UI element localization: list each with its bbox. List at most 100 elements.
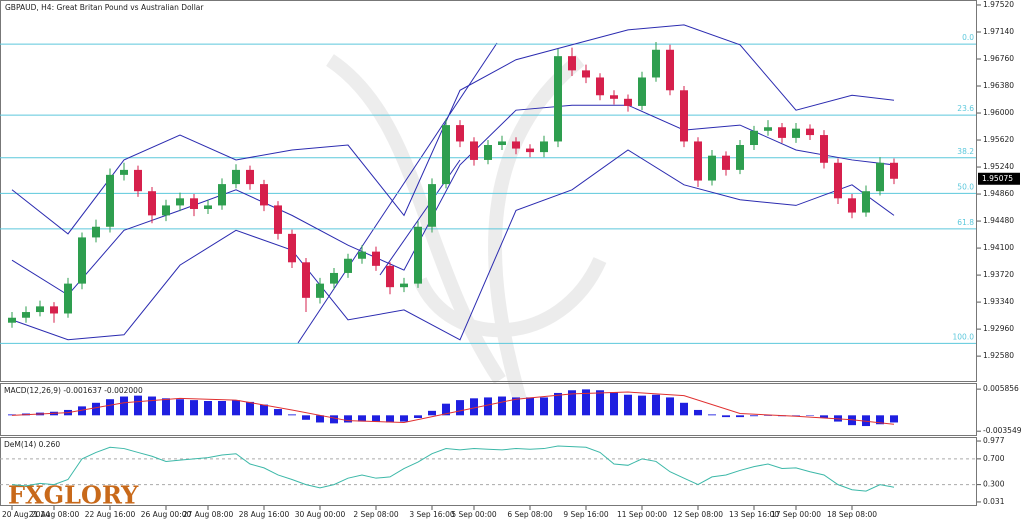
candle-body	[470, 141, 478, 160]
macd-bar	[750, 415, 758, 417]
macd-bar	[330, 415, 338, 424]
dem-line	[11, 445, 895, 492]
x-tick-label: 13 Sep 16:00	[729, 510, 779, 519]
main-frame	[0, 0, 977, 382]
candle-body	[176, 198, 184, 206]
candle-body	[484, 145, 492, 160]
fib-label: 23.6	[957, 104, 974, 113]
candle-body	[862, 191, 870, 213]
macd-bar	[134, 395, 142, 416]
candle-body	[400, 283, 408, 288]
candle-body	[582, 70, 590, 78]
price-tag-label: 1.95075	[982, 174, 1013, 183]
macd-bar	[400, 415, 408, 422]
x-tick-label: 21 Aug 08:00	[29, 510, 80, 519]
macd-bar	[666, 397, 674, 416]
dem-frame	[0, 437, 977, 506]
candle-body	[302, 262, 310, 298]
macd-label: MACD(12,26,9) -0.001637 -0.002000	[4, 386, 143, 395]
macd-bar	[638, 395, 646, 416]
y-tick-label: 1.93720	[983, 270, 1014, 279]
bollinger-lower	[11, 149, 895, 341]
fib-label: 100.0	[953, 332, 975, 341]
fib-label: 50.0	[957, 182, 974, 191]
macd-bar	[568, 390, 576, 416]
x-tick-label: 5 Sep 00:00	[451, 510, 497, 519]
macd-bar	[582, 389, 590, 416]
macd-bar	[624, 394, 632, 416]
macd-bar	[736, 415, 744, 418]
macd-bar	[358, 415, 366, 422]
x-tick-label: 22 Aug 16:00	[85, 510, 136, 519]
x-tick-label: 26 Aug 00:00	[141, 510, 192, 519]
candle-body	[456, 125, 464, 142]
candle-body	[778, 127, 786, 138]
macd-bar	[274, 409, 282, 416]
macd-bar	[610, 392, 618, 416]
chart-title: GBPAUD, H4: Great Britan Pound vs Austra…	[5, 3, 204, 12]
candle-body	[414, 226, 422, 284]
candle-body	[162, 205, 170, 216]
macd-bar	[540, 397, 548, 416]
y-tick-label: 1.96000	[983, 108, 1014, 117]
candle-body	[330, 272, 338, 284]
macd-bar	[862, 415, 870, 427]
macd-bar	[876, 415, 884, 425]
macd-bar	[456, 400, 464, 416]
macd-bar	[442, 403, 450, 416]
candle-body	[148, 191, 156, 216]
bollinger-middle	[11, 104, 895, 296]
x-tick-label: 6 Sep 08:00	[507, 510, 553, 519]
y-tick-label: 1.94100	[983, 243, 1014, 252]
candle-body	[792, 128, 800, 138]
y-tick-label: 0.700	[983, 454, 1005, 463]
y-tick-label: -0.003549	[983, 426, 1022, 435]
y-tick-label: 1.97520	[983, 0, 1014, 9]
macd-bar	[694, 409, 702, 416]
macd-bar	[344, 415, 352, 423]
x-tick-label: 17 Sep 00:00	[771, 510, 821, 519]
candle-body	[820, 135, 828, 163]
macd-bar	[204, 401, 212, 416]
candle-body	[36, 306, 44, 313]
candle-body	[596, 77, 604, 96]
candle-body	[722, 155, 730, 170]
macd-bar	[596, 390, 604, 416]
candle-body	[764, 127, 772, 131]
candle-body	[652, 49, 660, 78]
macd-bar	[288, 414, 296, 416]
macd-bar	[708, 414, 716, 416]
candle-body	[876, 162, 884, 192]
candle-body	[120, 169, 128, 175]
candle-body	[78, 237, 86, 284]
x-tick-label: 3 Sep 16:00	[409, 510, 455, 519]
macd-bar	[372, 415, 380, 422]
fib-label: 61.8	[957, 218, 974, 227]
fib-label: 0.0	[962, 33, 974, 42]
macd-bar	[414, 415, 422, 418]
candle-body	[680, 90, 688, 142]
y-tick-label: 1.92960	[983, 324, 1014, 333]
candle-body	[8, 317, 16, 323]
macd-bar	[554, 392, 562, 416]
macd-bar	[260, 404, 268, 416]
macd-bar	[176, 399, 184, 416]
macd-bar	[232, 400, 240, 416]
macd-bar	[764, 415, 772, 416]
macd-bar	[890, 415, 898, 423]
macd-bar	[92, 402, 100, 416]
dem-label: DeM(14) 0.260	[4, 440, 60, 449]
candle-body	[540, 141, 548, 153]
candle-body	[638, 77, 646, 106]
candle-body	[386, 265, 394, 288]
macd-bar	[470, 398, 478, 416]
candle-body	[428, 184, 436, 227]
y-tick-label: 0.005856	[983, 384, 1019, 393]
y-tick-label: 1.96760	[983, 54, 1014, 63]
macd-signal	[11, 391, 895, 425]
candle-body	[372, 251, 380, 266]
candle-body	[708, 155, 716, 181]
macd-bar	[120, 396, 128, 416]
candle-body	[498, 141, 506, 146]
macd-bar	[162, 398, 170, 416]
